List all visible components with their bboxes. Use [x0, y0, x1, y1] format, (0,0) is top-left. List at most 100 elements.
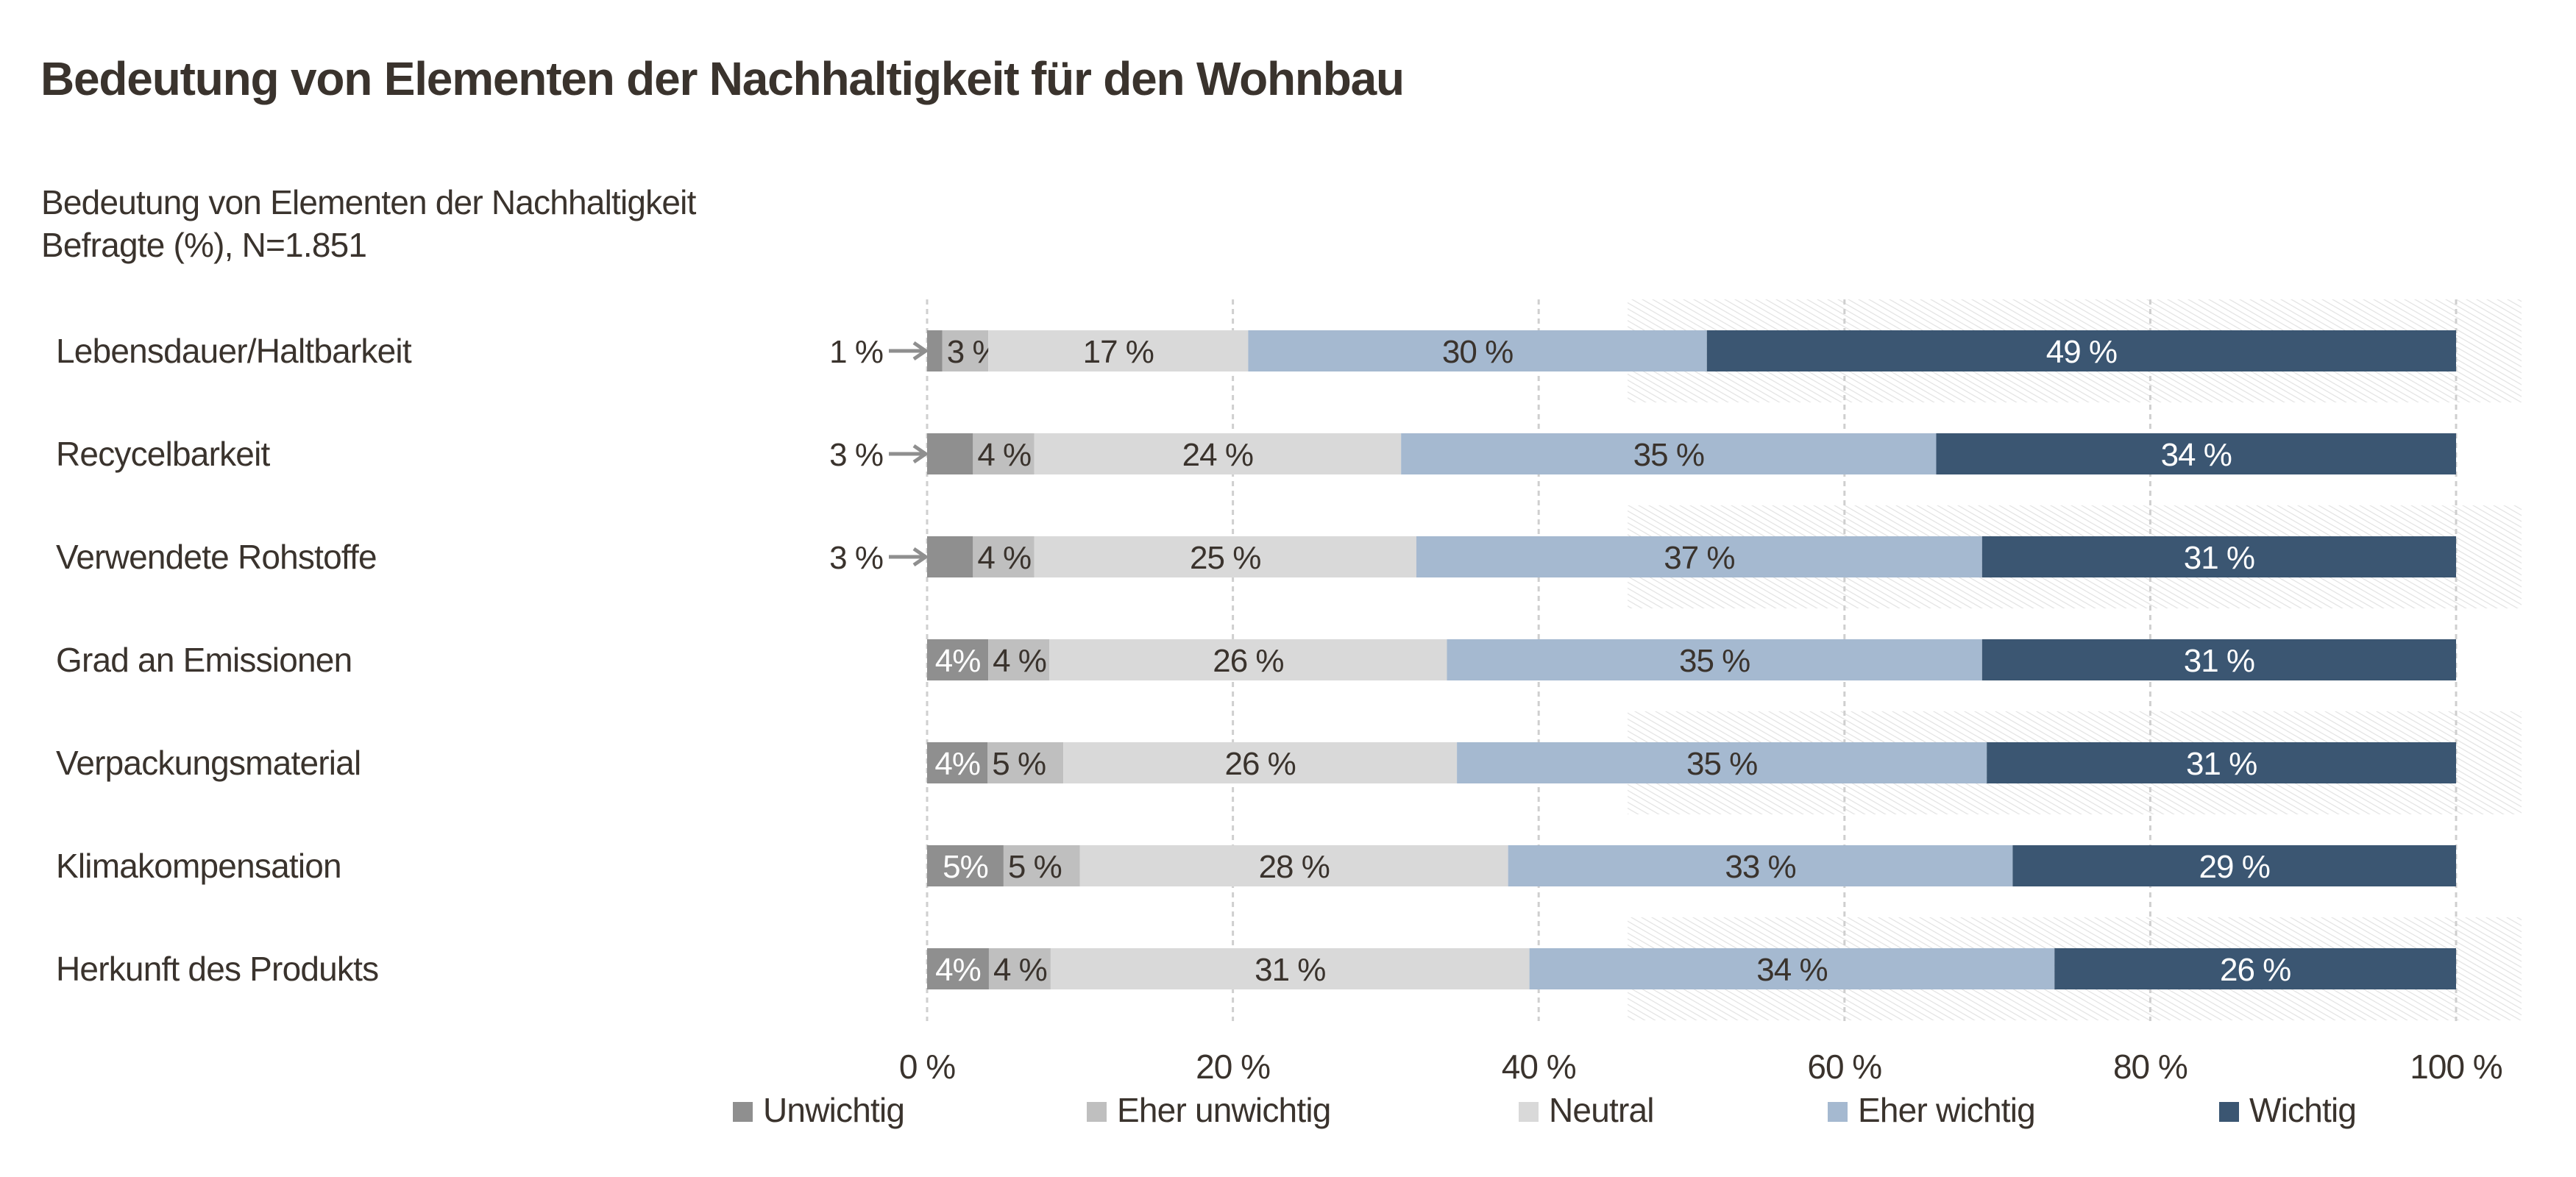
- bar-segment-wichtig: [1936, 433, 2456, 474]
- data-label: 4 %: [977, 437, 1031, 473]
- bar-segment-eher-unwichtig: [973, 536, 1035, 577]
- legend-label: Unwichtig: [763, 1091, 904, 1129]
- data-label: 49 %: [2046, 334, 2117, 370]
- legend-label: Eher wichtig: [1858, 1091, 2035, 1129]
- data-label: 4%: [934, 746, 980, 782]
- bar-segment-eher-unwichtig: [1003, 845, 1080, 886]
- category-label: Lebensdauer/Haltbarkeit: [56, 332, 412, 370]
- bar-segment-eher-wichtig: [1416, 536, 1982, 577]
- bar-segment-unwichtig: [927, 433, 973, 474]
- data-label: 29 %: [2199, 849, 2270, 885]
- data-label: 31 %: [2184, 540, 2254, 576]
- legend: Unwichtig Eher unwichtig Neutral Eher wicht…: [733, 1091, 2357, 1129]
- bar-segment-eher-unwichtig: [987, 742, 1064, 783]
- data-label: 17 %: [1083, 334, 1154, 370]
- data-label: 5%: [943, 849, 988, 885]
- bar-segment-neutral: [1079, 845, 1508, 886]
- legend-label: Eher unwichtig: [1117, 1091, 1331, 1129]
- bar-segment-neutral: [1034, 433, 1402, 474]
- data-label: 4 %: [993, 952, 1047, 988]
- data-label-outside: 3 %: [829, 540, 883, 576]
- legend-label: Wichtig: [2249, 1091, 2356, 1129]
- bar-segment-unwichtig: [927, 948, 989, 989]
- data-label: 4%: [935, 643, 981, 679]
- data-label: 31 %: [2186, 746, 2257, 782]
- bar-segment-neutral: [1049, 639, 1447, 680]
- data-label: 26 %: [2220, 952, 2291, 988]
- legend-swatch: [1828, 1102, 1848, 1122]
- data-label: 35 %: [1686, 746, 1757, 782]
- x-tick-label: 20 %: [1196, 1048, 1270, 1086]
- data-label: 26 %: [1213, 643, 1283, 679]
- legend-swatch: [1519, 1102, 1539, 1122]
- data-label: 37 %: [1664, 540, 1734, 576]
- chart-subtitle: Bedeutung von Elementen der Nachhaltigke…: [41, 181, 696, 266]
- legend-swatch: [1087, 1102, 1107, 1122]
- arrow-head-icon: [912, 341, 929, 361]
- category-label: Grad an Emissionen: [56, 641, 352, 679]
- bar-segment-unwichtig: [927, 639, 989, 680]
- x-tick-label: 40 %: [1502, 1048, 1576, 1086]
- data-label: 4 %: [977, 540, 1031, 576]
- category-label: Klimakompensation: [56, 847, 341, 885]
- data-label: 24 %: [1182, 437, 1253, 473]
- x-tick-label: 80 %: [2113, 1048, 2188, 1086]
- bar-segment-unwichtig: [927, 536, 973, 577]
- bar-segment-eher-wichtig: [1529, 948, 2055, 989]
- bar-segment-unwichtig: [927, 742, 988, 783]
- data-label: 31 %: [2184, 643, 2254, 679]
- bar-segment-wichtig: [1706, 330, 2456, 371]
- bar-segment-neutral: [1050, 948, 1530, 989]
- bar-segment-eher-wichtig: [1457, 742, 1987, 783]
- data-label: 28 %: [1259, 849, 1330, 885]
- legend-swatch: [2219, 1102, 2239, 1122]
- subtitle-line-2: Befragte (%), N=1.851: [41, 226, 367, 264]
- subtitle-line-1: Bedeutung von Elementen der Nachhaltigke…: [41, 183, 696, 221]
- x-tick-label: 0 %: [899, 1048, 955, 1086]
- bar-segment-wichtig: [1987, 742, 2456, 783]
- category-label: Herkunft des Produkts: [56, 950, 378, 988]
- data-label: 34 %: [1756, 952, 1827, 988]
- bar-segment-eher-unwichtig: [942, 330, 989, 371]
- bar-segment-unwichtig: [927, 330, 943, 371]
- data-label: 26 %: [1224, 746, 1295, 782]
- x-tick-label: 100 %: [2410, 1048, 2502, 1086]
- bar-segment-neutral: [988, 330, 1249, 371]
- chart-title: Bedeutung von Elementen der Nachhaltigke…: [40, 52, 1405, 105]
- bar-segment-eher-unwichtig: [988, 948, 1051, 989]
- data-label: 25 %: [1190, 540, 1260, 576]
- category-labels: Lebensdauer/Haltbarkeit Recycelbarkeit Ver…: [56, 332, 413, 988]
- data-label: 30 %: [1442, 334, 1513, 370]
- bar-segment-wichtig: [2054, 948, 2456, 989]
- bar-segment-neutral: [1034, 536, 1416, 577]
- bar-segment-wichtig: [1981, 639, 2456, 680]
- bar-segment-eher-wichtig: [1248, 330, 1707, 371]
- data-label-outside: 1 %: [829, 334, 883, 370]
- bar-segment-wichtig: [1981, 536, 2456, 577]
- data-label: 4 %: [993, 643, 1046, 679]
- bar-segment-unwichtig: [927, 845, 1004, 886]
- data-label-outside: 3 %: [829, 437, 883, 473]
- data-label: 35 %: [1679, 643, 1750, 679]
- data-label: 33 %: [1725, 849, 1795, 885]
- bar-segment-eher-wichtig: [1508, 845, 2013, 886]
- arrow-head-icon: [912, 444, 929, 464]
- x-tick-label: 60 %: [1807, 1048, 1881, 1086]
- bars: 1 % 3 % 17 % 30 % 49 %3 % 4 % 24 % 35 % 34 %3 % 4…: [829, 330, 2456, 989]
- bar-segment-eher-wichtig: [1401, 433, 1937, 474]
- data-label: 34 %: [2161, 437, 2232, 473]
- bar-segment-eher-unwichtig: [973, 433, 1035, 474]
- data-label: 5 %: [1008, 849, 1062, 885]
- category-label: Recycelbarkeit: [56, 435, 270, 473]
- arrow-head-icon: [912, 547, 929, 567]
- data-label: 35 %: [1633, 437, 1704, 473]
- legend-swatch: [733, 1102, 753, 1122]
- x-axis: 0 % 20 % 40 % 60 % 80 % 100 %: [899, 1048, 2503, 1086]
- bar-segment-wichtig: [2012, 845, 2456, 886]
- category-label: Verpackungsmaterial: [56, 744, 361, 782]
- data-label: 4%: [935, 952, 981, 988]
- legend-label: Neutral: [1549, 1091, 1654, 1129]
- bar-segment-eher-wichtig: [1447, 639, 1982, 680]
- bar-segment-neutral: [1063, 742, 1458, 783]
